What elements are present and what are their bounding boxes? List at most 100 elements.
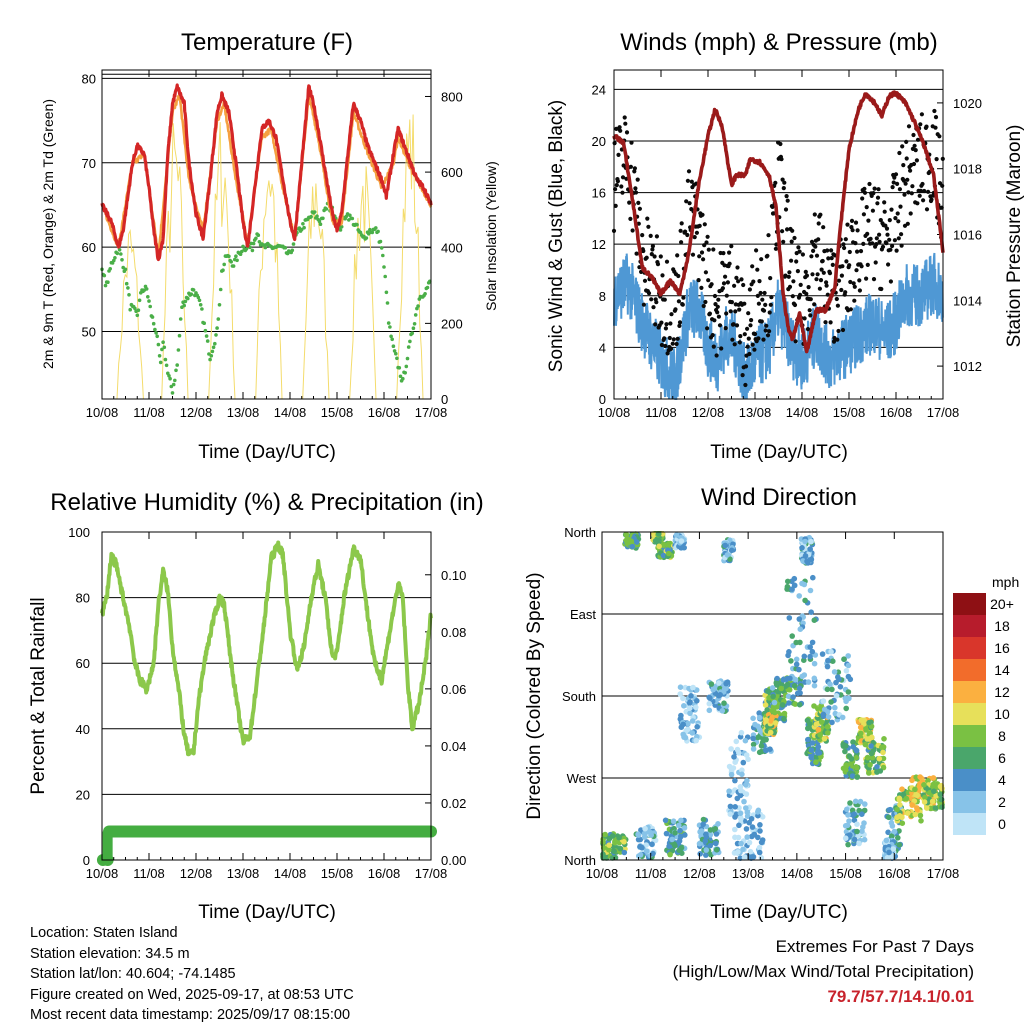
direction-y-tick-label: North — [564, 853, 596, 868]
gust-point — [926, 189, 931, 194]
gust-point — [750, 264, 755, 269]
gust-point — [745, 326, 750, 331]
direction-x-tick-label: 17/08 — [927, 866, 960, 881]
speed-legend-swatch — [953, 769, 986, 791]
direction-point — [895, 835, 901, 841]
humidity-y-tick-label: 20 — [76, 787, 90, 802]
gust-point — [817, 286, 823, 291]
direction-point — [917, 812, 924, 819]
gust-point — [671, 337, 676, 342]
solar-y2-tick-label: 600 — [441, 165, 463, 180]
direction-point — [756, 844, 763, 851]
gust-point — [802, 316, 807, 321]
gust-point — [811, 248, 816, 253]
direction-point — [801, 653, 808, 660]
gust-point — [659, 320, 664, 325]
direction-point — [851, 836, 858, 843]
station-location: Location: Staten Island — [30, 925, 178, 941]
direction-point — [797, 639, 803, 646]
direction-point — [731, 754, 737, 760]
gust-point — [851, 281, 856, 286]
speed-legend-label: 18 — [994, 618, 1010, 634]
dewpoint-point — [163, 357, 168, 362]
gust-point — [873, 260, 878, 265]
humidity-x-tick-label: 12/08 — [180, 866, 213, 881]
direction-x-tick-label: 12/08 — [683, 866, 716, 881]
gust-point — [893, 172, 899, 177]
dewpoint-point — [291, 242, 296, 246]
gust-point — [896, 236, 901, 241]
direction-point — [728, 771, 735, 778]
direction-point — [866, 770, 872, 776]
gust-point — [855, 249, 860, 254]
gust-point — [715, 304, 720, 309]
direction-point — [808, 754, 814, 761]
dewpoint-point — [229, 260, 233, 264]
dewpoint-point — [144, 287, 149, 291]
direction-point — [899, 786, 905, 792]
gust-point — [687, 201, 692, 206]
dewpoint-point — [124, 281, 129, 286]
dewpoint-point — [231, 264, 236, 268]
dewpoint-point — [154, 331, 158, 335]
dewpoint-point — [254, 236, 258, 241]
direction-point — [717, 692, 723, 698]
winds-y-tick-label: 0 — [599, 392, 606, 407]
temperature-2m-line — [100, 83, 433, 262]
dewpoint-point — [374, 226, 378, 230]
direction-point — [772, 709, 778, 716]
direction-point — [738, 787, 744, 794]
direction-point — [763, 717, 769, 723]
gust-point — [798, 282, 803, 287]
gust-point — [815, 272, 820, 277]
gust-point — [870, 208, 876, 213]
direction-point — [880, 744, 887, 750]
direction-point — [807, 587, 814, 594]
winds-x-tick-label: 11/08 — [645, 405, 677, 420]
gust-point — [924, 207, 930, 212]
direction-point — [721, 700, 727, 706]
gust-point — [789, 239, 794, 244]
gust-point — [781, 186, 786, 191]
gust-point — [781, 239, 786, 244]
direction-point — [786, 687, 793, 693]
winds-y-tick-label: 12 — [592, 237, 606, 252]
direction-point — [796, 616, 803, 622]
gust-point — [749, 318, 754, 323]
gust-point — [785, 227, 790, 232]
gust-point — [734, 323, 740, 328]
pressure-y2-tick-label: 1020 — [953, 96, 982, 111]
gust-point — [887, 237, 892, 242]
dewpoint-point — [411, 326, 416, 331]
direction-point — [727, 811, 734, 817]
gust-point — [735, 265, 740, 270]
direction-x-tick-label: 11/08 — [635, 866, 667, 881]
direction-point — [806, 721, 813, 727]
gust-point — [667, 335, 672, 341]
gust-point — [663, 343, 668, 349]
dewpoint-point — [213, 341, 217, 346]
winds-y-tick-label: 20 — [592, 134, 606, 149]
gust-point — [730, 337, 735, 342]
direction-point — [842, 748, 848, 755]
pressure-y2-tick-label: 1016 — [953, 228, 982, 243]
gust-point — [649, 252, 654, 257]
gust-point — [906, 124, 912, 129]
direction-point — [681, 825, 688, 831]
direction-point — [813, 759, 819, 765]
dewpoint-point — [203, 328, 208, 333]
direction-point — [756, 749, 763, 756]
speed-legend-swatch — [953, 791, 986, 813]
direction-point — [663, 830, 670, 837]
direction-point — [667, 851, 673, 858]
pressure-y2-tick-label: 1018 — [953, 162, 982, 177]
direction-point — [707, 827, 714, 833]
gust-point — [705, 326, 710, 331]
direction-point — [845, 689, 852, 695]
gust-point — [901, 178, 907, 183]
gust-point — [717, 323, 723, 328]
direction-point — [851, 817, 858, 823]
solar-y2-tick-label: 200 — [441, 316, 463, 331]
dewpoint-point — [410, 331, 415, 336]
direction-point — [789, 586, 795, 592]
